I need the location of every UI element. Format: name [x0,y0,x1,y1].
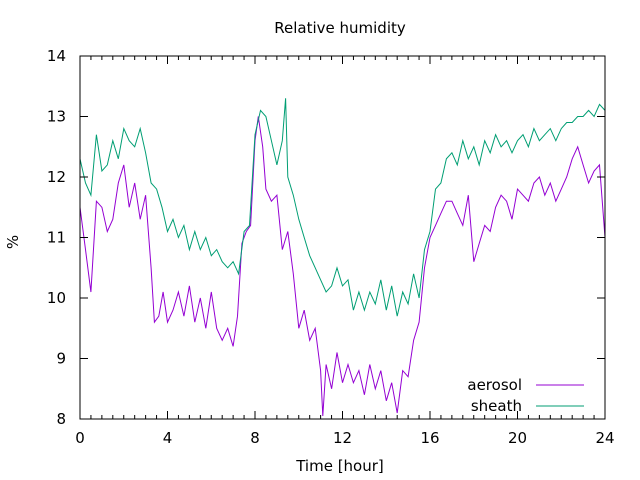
y-tick-label: 13 [47,108,66,126]
chart-title: Relative humidity [274,19,406,37]
axis-ticks-group [79,55,606,420]
x-tick-label: 0 [75,429,85,447]
y-tick-label: 10 [47,289,66,307]
series-line-sheath [79,98,606,317]
x-tick-label: 8 [250,429,260,447]
legend-label-aerosol: aerosol [467,376,522,394]
legend: aerosol sheath [467,376,584,415]
plot-frame [79,55,606,420]
y-tick-label: 8 [56,410,66,428]
x-axis-label: Time [hour] [295,457,384,475]
y-tick-label: 11 [47,229,66,247]
y-axis-label: % [4,235,22,249]
y-tick-label: 14 [47,47,66,65]
plot-series-group [79,98,606,417]
legend-label-sheath: sheath [471,397,522,415]
x-tick-label: 24 [595,429,614,447]
y-tick-label: 9 [56,350,66,368]
axis-tick-labels-group: 0 4 8 12 16 20 24 8 9 10 11 12 13 14 [47,47,615,447]
x-tick-label: 12 [333,429,352,447]
x-tick-label: 20 [508,429,527,447]
x-tick-label: 16 [420,429,439,447]
x-tick-label: 4 [163,429,173,447]
series-line-aerosol [79,116,606,417]
y-tick-label: 12 [47,168,66,186]
